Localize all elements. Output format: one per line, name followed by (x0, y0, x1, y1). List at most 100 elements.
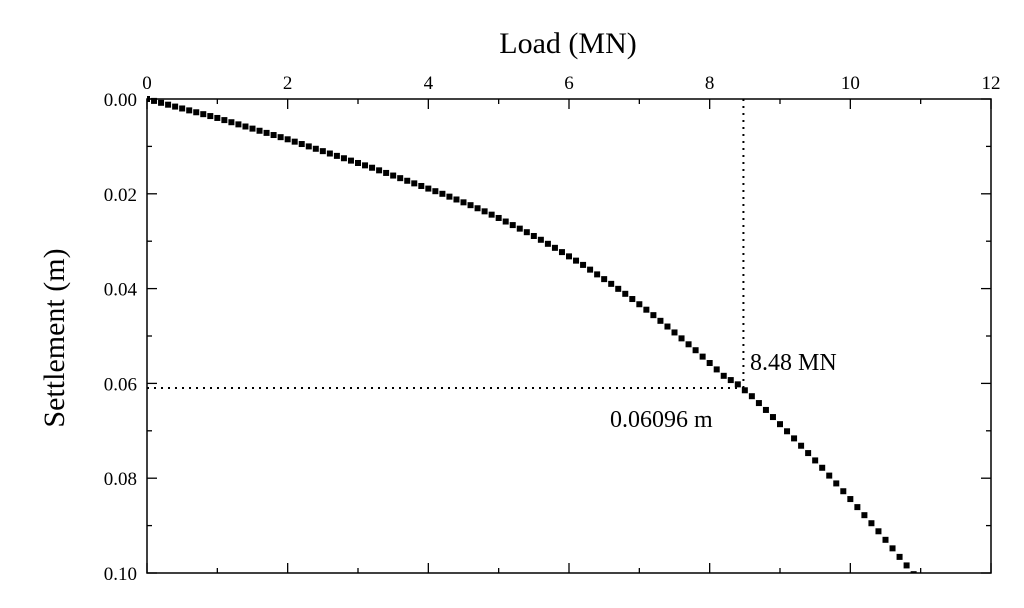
data-point (453, 196, 460, 203)
data-point (910, 571, 917, 573)
data-point (488, 211, 495, 218)
data-point (263, 129, 270, 136)
data-point (685, 341, 692, 348)
y-tick-label: 0.00 (104, 90, 137, 111)
data-point (903, 562, 910, 569)
data-point (636, 301, 643, 308)
data-point (748, 393, 755, 400)
data-series (147, 96, 931, 595)
data-point (495, 214, 502, 221)
data-point (481, 208, 488, 215)
data-point (762, 406, 769, 413)
data-point (376, 167, 383, 174)
data-point (925, 589, 931, 595)
data-point (502, 218, 509, 225)
data-point (706, 360, 713, 367)
data-point (734, 381, 741, 388)
data-point (390, 172, 397, 179)
data-point (158, 99, 165, 106)
data-point (566, 253, 572, 260)
data-point (713, 366, 720, 373)
data-point (298, 141, 305, 148)
data-point (509, 222, 516, 229)
data-point (777, 421, 783, 428)
data-point (277, 134, 284, 141)
reference-lines (147, 99, 745, 389)
data-point (530, 232, 537, 239)
data-point (615, 285, 622, 292)
data-point (692, 347, 699, 354)
data-point (889, 545, 896, 552)
data-point (629, 296, 636, 303)
data-point (812, 457, 819, 464)
data-point (918, 580, 924, 586)
data-point (411, 180, 418, 187)
data-point (340, 155, 347, 162)
data-point (650, 312, 657, 319)
data-point (284, 136, 291, 143)
data-point (200, 111, 207, 118)
plot-frame (146, 98, 992, 574)
data-point (319, 148, 326, 155)
data-point (467, 202, 474, 209)
data-point (896, 553, 903, 560)
x-tick-label: 12 (982, 73, 1001, 94)
data-point (165, 101, 172, 108)
data-point (439, 190, 446, 197)
data-point (151, 97, 158, 104)
data-point (474, 205, 481, 212)
data-point (664, 323, 671, 330)
x-axis-title: Load (MN) (499, 27, 636, 60)
data-point (622, 290, 629, 297)
y-axis-title: Settlement (m) (38, 248, 71, 427)
data-point (369, 164, 376, 171)
data-point (193, 109, 200, 116)
data-point (791, 435, 798, 442)
data-point (847, 496, 854, 503)
data-point (755, 400, 762, 407)
data-point (214, 114, 221, 121)
y-tick-label: 0.04 (104, 280, 138, 301)
data-point (256, 127, 263, 134)
data-point (305, 143, 312, 150)
x-tick-label: 2 (283, 73, 293, 94)
data-point (573, 257, 580, 264)
data-point (720, 372, 727, 379)
data-point (347, 157, 354, 164)
data-point (699, 353, 706, 360)
data-point (882, 536, 889, 543)
data-point (601, 276, 608, 283)
data-point (207, 113, 214, 120)
x-tick-label: 10 (841, 73, 860, 94)
data-point (333, 152, 340, 159)
data-point (558, 249, 565, 256)
data-point (432, 188, 439, 195)
data-point (537, 236, 544, 243)
data-point (875, 528, 882, 535)
data-point (784, 428, 791, 435)
data-point (242, 123, 249, 130)
data-point (270, 132, 277, 139)
data-point (249, 125, 256, 132)
data-point (147, 96, 150, 102)
x-tick-label: 6 (564, 73, 574, 94)
data-point (362, 162, 369, 169)
data-point (840, 488, 847, 495)
axes (146, 98, 992, 574)
settlement-annotation: 0.06096 m (610, 407, 713, 433)
data-point (523, 229, 530, 236)
data-point (425, 185, 432, 192)
data-point (854, 504, 861, 511)
x-tick-label: 8 (705, 73, 715, 94)
data-point (312, 145, 319, 152)
data-point (291, 138, 298, 145)
data-point (235, 121, 242, 128)
data-point (741, 387, 748, 394)
data-point (221, 117, 228, 124)
data-point (798, 442, 805, 449)
data-point (594, 271, 601, 278)
data-point (805, 450, 812, 457)
y-tick-label: 0.10 (104, 564, 137, 585)
data-point (446, 193, 453, 200)
